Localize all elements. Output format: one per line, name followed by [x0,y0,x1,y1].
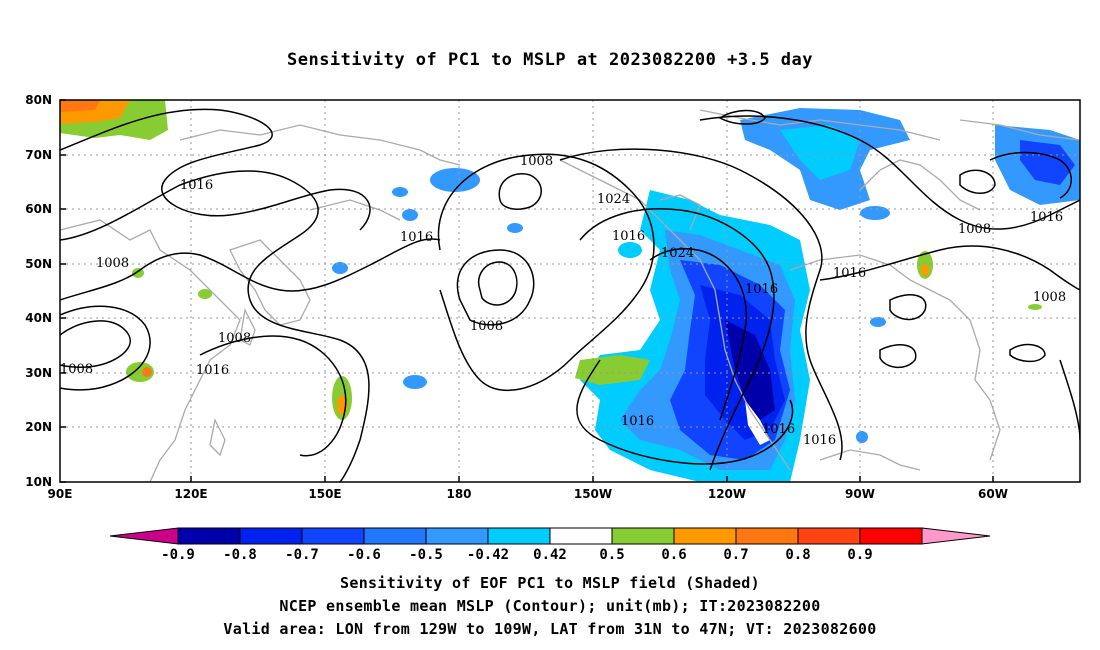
colorbar-label: 0.8 [785,547,810,563]
colorbar-swatch [673,527,737,545]
colorbar-swatch [177,527,241,545]
colorbar-label: 0.6 [661,547,686,563]
caption-shading: Sensitivity of EOF PC1 to MSLP field (Sh… [340,574,760,592]
colorbar-swatch [239,527,303,545]
colorbar-label: 0.5 [599,547,624,563]
contour-label: 1024 [661,246,694,261]
coastlines [60,109,1080,482]
lat-label: 60N [25,202,52,216]
contour-label: 1016 [745,282,778,297]
lat-label: 20N [25,420,52,434]
colorbar-swatch [301,527,365,545]
contour-label: 1008 [1033,290,1066,305]
colorbar-swatch [611,527,675,545]
colorbar-label: -0.8 [223,547,257,563]
longitude-labels: 90E 120E 150E 180 150W 120W 90W 60W [48,487,1008,501]
tick-marks [60,99,994,483]
contour-label: 1016 [180,178,213,193]
lon-label: 180 [446,487,471,501]
colorbar: -0.9 -0.8 -0.7 -0.6 -0.5 -0.42 0.42 0.5 0.6 0.7 0.… [109,527,991,563]
lon-label: 60W [978,487,1008,501]
contour-label: 1008 [958,222,991,237]
colorbar-label: -0.5 [409,547,443,563]
lat-label: 80N [25,93,52,107]
contour-label: 1016 [833,266,866,281]
colorbar-label: 0.7 [723,547,748,563]
colorbar-swatch [363,527,427,545]
lat-label: 30N [25,366,52,380]
lat-label: 10N [25,475,52,489]
contour-label: 1016 [621,414,654,429]
contour-label: 1016 [762,422,795,437]
colorbar-label: -0.6 [347,547,381,563]
colorbar-swatch [797,527,861,545]
colorbar-swatch [425,527,489,545]
colorbar-swatch [549,527,613,545]
sensitivity-map: 1008 1016 1016 1008 1008 1008 1008 1016 … [25,93,1081,563]
plot-frame [59,99,1081,483]
latitude-labels: 10N 20N 30N 40N 50N 60N 70N 80N [25,93,52,489]
lon-label: 120E [174,487,207,501]
graticule [60,100,1080,482]
caption-contour: NCEP ensemble mean MSLP (Contour); unit(… [279,597,821,615]
colorbar-swatch [735,527,799,545]
contour-label: 1008 [520,154,553,169]
colorbar-label: 0.9 [847,547,872,563]
map-title: Sensitivity of PC1 to MSLP at 2023082200… [286,50,813,70]
lat-label: 40N [25,311,52,325]
contour-label: 1016 [612,229,645,244]
colorbar-label: -0.7 [285,547,319,563]
contour-label: 1008 [96,256,129,271]
contour-label: 1016 [1030,210,1063,225]
colorbar-right-arrow [921,527,991,545]
plot-area [60,100,1080,482]
colorbar-label: 0.42 [533,547,567,563]
lon-label: 120W [708,487,746,501]
caption-valid-area: Valid area: LON from 129W to 109W, LAT f… [223,620,877,638]
shaded-sensitivity [60,100,1080,482]
colorbar-swatch [487,527,551,545]
lon-label: 90W [845,487,875,501]
colorbar-label: -0.42 [467,547,509,563]
contour-label: 1008 [218,331,251,346]
lon-label: 90E [48,487,73,501]
contour-label: 1016 [196,363,229,378]
contour-label: 1008 [470,319,503,334]
lon-label: 150E [308,487,341,501]
lon-label: 150W [574,487,612,501]
colorbar-left-arrow [109,527,179,545]
colorbar-label: -0.9 [161,547,195,563]
mslp-contours [60,108,1080,482]
contour-label: 1016 [400,230,433,245]
contour-label: 1024 [597,192,630,207]
contour-label: 1008 [60,362,93,377]
contour-label: 1016 [803,433,836,448]
lat-label: 70N [25,148,52,162]
colorbar-swatch [859,527,923,545]
lat-label: 50N [25,257,52,271]
contour-labels: 1008 1016 1016 1008 1008 1008 1008 1016 … [60,154,1066,437]
